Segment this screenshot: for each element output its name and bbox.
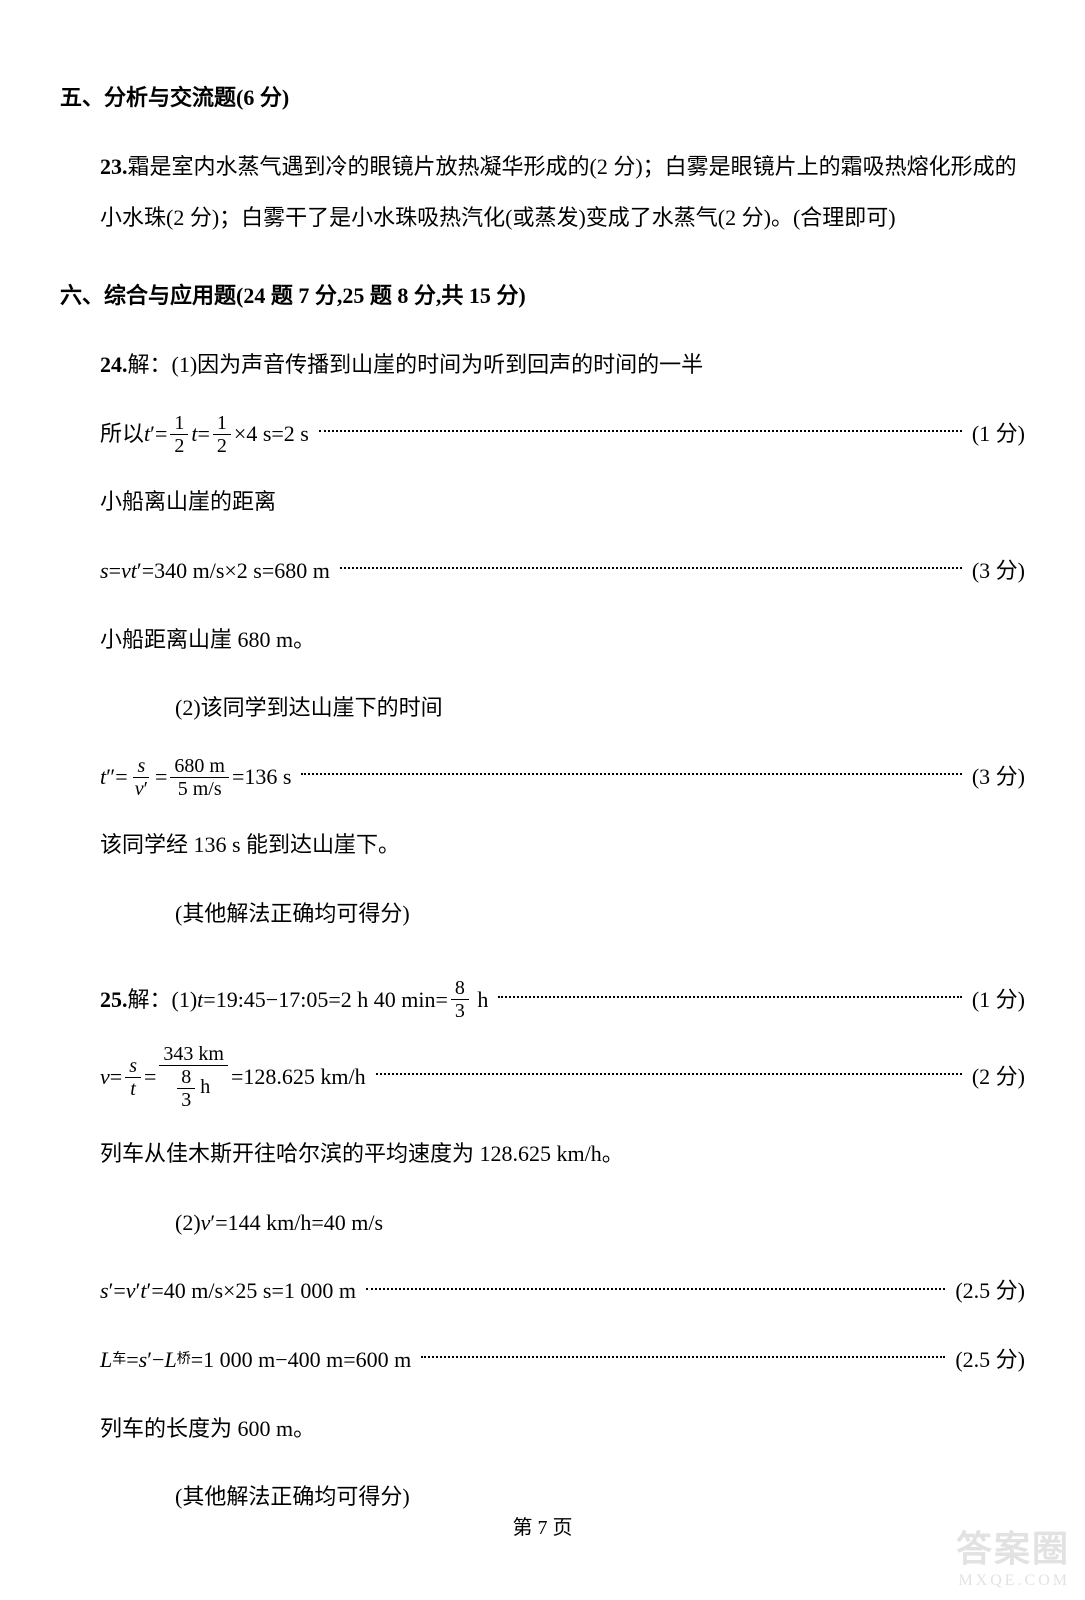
- q25-line2: v= st = 343 km83 h =128.625 km/h (2 分): [100, 1043, 1025, 1111]
- question-23: 23.霜是室内水蒸气遇到冷的眼镜片放热凝华形成的(2 分)；白雾是眼镜片上的霜吸…: [100, 142, 1025, 243]
- q24-intro-text: 解：(1)因为声音传播到山崖的时间为听到回声的时间的一半: [128, 352, 704, 377]
- q25-line2-formula: v= st = 343 km83 h =128.625 km/h: [100, 1043, 366, 1111]
- q24-intro: 24.解：(1)因为声音传播到山崖的时间为听到回声的时间的一半: [100, 340, 1025, 391]
- q25-line1-score: (1 分): [972, 975, 1025, 1026]
- q24-line5-score: (3 分): [972, 752, 1025, 803]
- dots: [376, 1073, 962, 1075]
- question-24: 24.解：(1)因为声音传播到山崖的时间为听到回声的时间的一半 所以 t′= 1…: [100, 340, 1025, 939]
- q24-line1-prefix: 所以: [100, 409, 144, 460]
- page-number: 第 7 页: [0, 1511, 1085, 1540]
- dots: [319, 430, 962, 432]
- q25-line6: 列车的长度为 600 m。: [100, 1404, 1025, 1455]
- q25-line2-score: (2 分): [972, 1052, 1025, 1103]
- q25-line4-score: (2.5 分): [955, 1266, 1025, 1317]
- q24-line3-score: (3 分): [972, 546, 1025, 597]
- q24-line5-formula: t″= sv′ = 680 m5 m/s =136 s: [100, 752, 291, 803]
- dots: [421, 1356, 945, 1358]
- q24-line1: 所以 t′= 12 t= 12 ×4 s=2 s (1 分): [100, 409, 1025, 460]
- section-5-title: 五、分析与交流题(6 分): [60, 80, 1025, 112]
- q24-line5: t″= sv′ = 680 m5 m/s =136 s (3 分): [100, 752, 1025, 803]
- dots: [340, 567, 962, 569]
- q25-line5: L车=s′−L桥=1 000 m−400 m=600 m (2.5 分): [100, 1335, 1025, 1386]
- q24-line4: 小船距离山崖 680 m。: [100, 615, 1025, 666]
- question-25: 25. 解：(1) t=19:45−17:05=2 h 40 min= 83 h…: [100, 975, 1025, 1523]
- q24-note: (其他解法正确均可得分): [175, 889, 1025, 940]
- q23-text: 霜是室内水蒸气遇到冷的眼镜片放热凝华形成的(2 分)；白雾是眼镜片上的霜吸热熔化…: [100, 154, 1017, 230]
- watermark-sub: MXQE.COM: [956, 1572, 1070, 1590]
- q24-line1-score: (1 分): [972, 409, 1025, 460]
- q25-line1-prefix: 解：(1): [128, 975, 198, 1026]
- q24-line1-formula: 所以 t′= 12 t= 12 ×4 s=2 s: [100, 409, 309, 460]
- watermark: 答案圈 MXQE.COM: [956, 1520, 1070, 1590]
- q25-line1: 25. 解：(1) t=19:45−17:05=2 h 40 min= 83 h…: [100, 975, 1025, 1026]
- q25-line4-formula: s′=v′t′=40 m/s×25 s=1 000 m: [100, 1266, 356, 1317]
- q25-line5-score: (2.5 分): [955, 1335, 1025, 1386]
- q23-number: 23.: [100, 154, 128, 179]
- q24-line6: 该同学经 136 s 能到达山崖下。: [100, 820, 1025, 871]
- dots: [366, 1288, 945, 1290]
- q25-line5-formula: L车=s′−L桥=1 000 m−400 m=600 m: [100, 1335, 411, 1386]
- dots: [301, 773, 961, 775]
- section-6-title: 六、综合与应用题(24 题 7 分,25 题 8 分,共 15 分): [60, 278, 1025, 310]
- dots: [498, 996, 961, 998]
- q24-number: 24.: [100, 352, 128, 377]
- q25-line3: 列车从佳木斯开往哈尔滨的平均速度为 128.625 km/h。: [100, 1129, 1025, 1180]
- q25-line1-formula: 25. 解：(1) t=19:45−17:05=2 h 40 min= 83 h: [100, 975, 488, 1026]
- q24-line2: 小船离山崖的距离: [100, 477, 1025, 528]
- q24-line3: s=vt′=340 m/s×2 s=680 m (3 分): [100, 546, 1025, 597]
- watermark-main: 答案圈: [956, 1520, 1070, 1572]
- q24-line3-formula: s=vt′=340 m/s×2 s=680 m: [100, 546, 330, 597]
- q24-part2-intro: (2)该同学到达山崖下的时间: [175, 683, 1025, 734]
- q25-part2-intro: (2)v′=144 km/h=40 m/s: [175, 1198, 1025, 1249]
- q25-line4: s′=v′t′=40 m/s×25 s=1 000 m (2.5 分): [100, 1266, 1025, 1317]
- q25-number: 25.: [100, 975, 128, 1026]
